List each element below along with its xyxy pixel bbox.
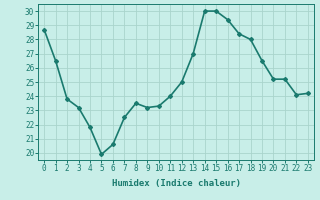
X-axis label: Humidex (Indice chaleur): Humidex (Indice chaleur) <box>111 179 241 188</box>
